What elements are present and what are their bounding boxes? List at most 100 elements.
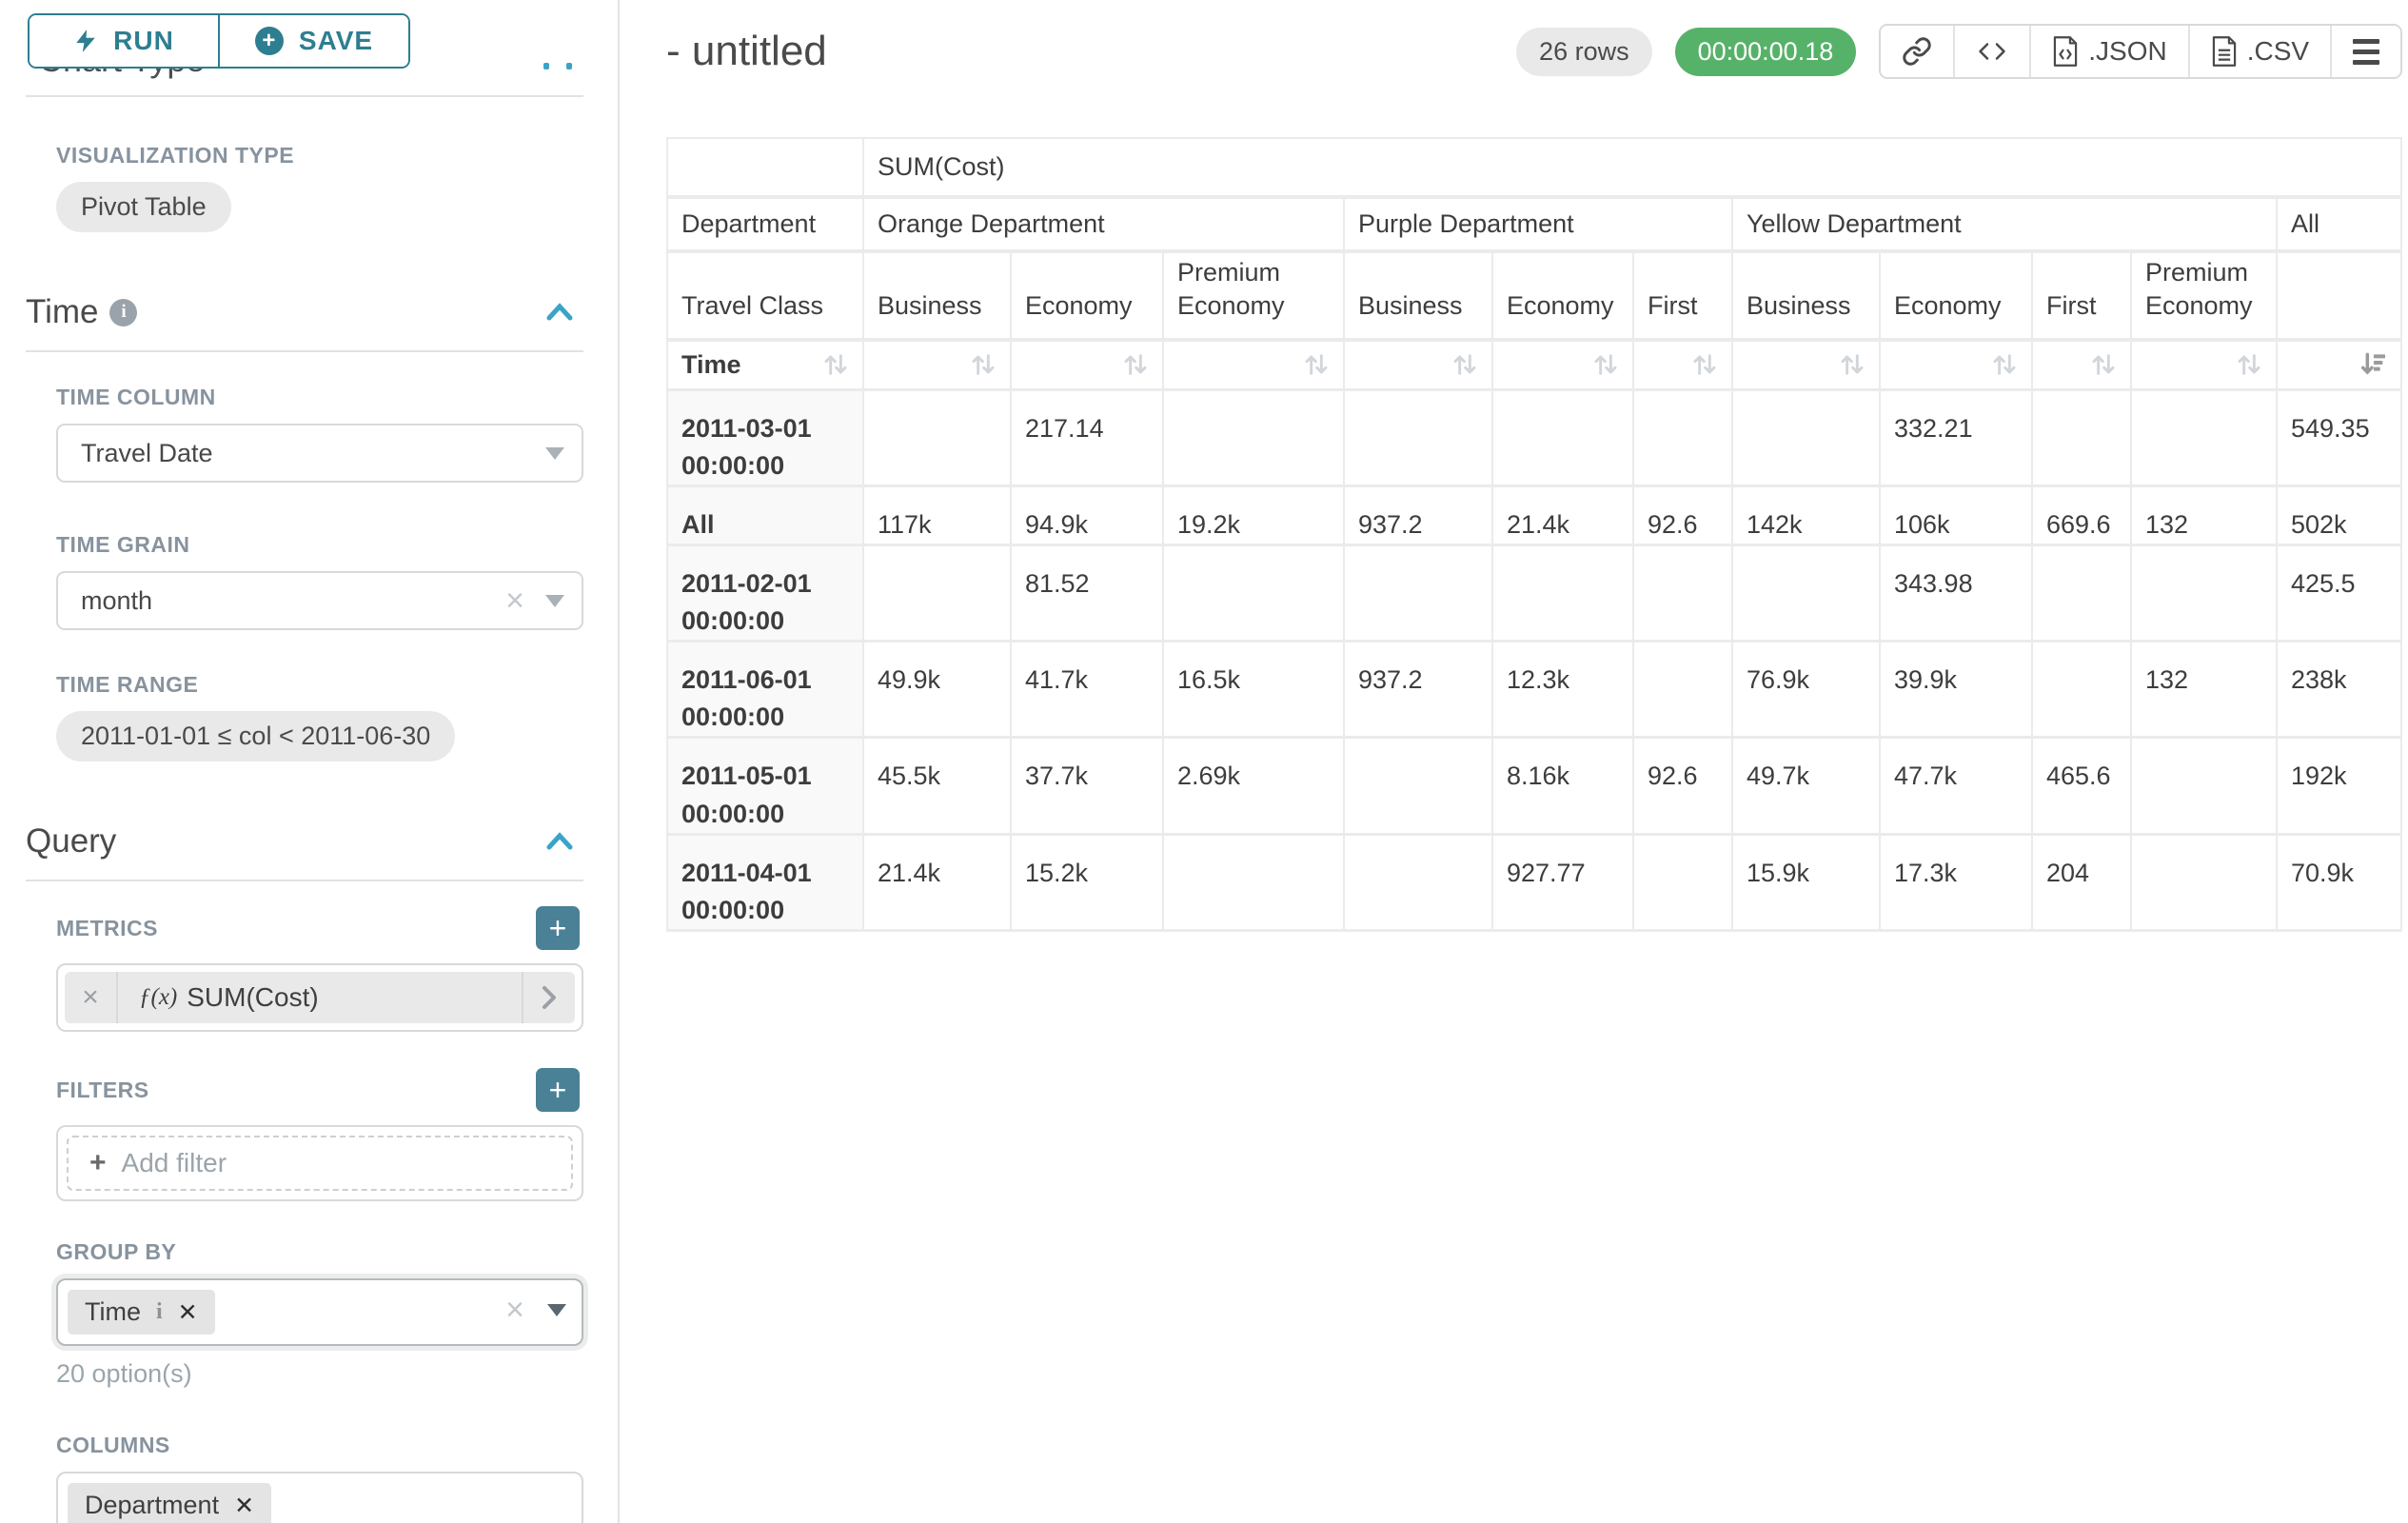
- value-cell: 76.9k: [1732, 641, 1881, 740]
- caret-down-icon[interactable]: [545, 594, 564, 607]
- add-metric-button[interactable]: +: [536, 906, 580, 950]
- table-row: All 117k 94.9k 19.2k 937.2 21.4k 92.6 142k 106k 6…: [667, 485, 2403, 546]
- metric-name: SUM(Cost): [187, 982, 319, 1012]
- metrics-label: METRICS: [56, 915, 158, 940]
- time-column-label: TIME COLUMN: [56, 385, 216, 409]
- share-link-button[interactable]: [1881, 26, 1956, 77]
- department-group-header: Yellow Department: [1732, 197, 2278, 253]
- run-button[interactable]: RUN: [30, 15, 220, 67]
- row-header-cell: 2011-05-01 00:00:00: [667, 737, 864, 836]
- remove-metric-icon[interactable]: ×: [65, 972, 118, 1023]
- query-section-header: Query: [26, 822, 583, 860]
- value-cell: 425.5: [2277, 544, 2403, 643]
- sort-toggle-cell[interactable]: [1880, 340, 2033, 391]
- value-cell: 192k: [2277, 737, 2403, 836]
- travel-class-header: First: [2032, 251, 2132, 342]
- row-dimension-sort-cell[interactable]: Time: [667, 340, 864, 391]
- clear-icon[interactable]: ×: [505, 583, 524, 619]
- code-icon: [1979, 43, 2005, 60]
- travel-class-header: Economy: [1880, 251, 2033, 342]
- sort-toggle-cell[interactable]: [1492, 340, 1634, 391]
- value-cell: [1344, 834, 1493, 933]
- value-cell: 70.9k: [2277, 834, 2403, 933]
- filters-header: FILTERS +: [56, 1068, 583, 1112]
- value-cell: [2032, 641, 2132, 740]
- value-cell: 106k: [1880, 485, 2033, 546]
- chevron-up-icon[interactable]: [545, 831, 574, 852]
- chart-title[interactable]: - untitled: [666, 28, 827, 74]
- department-group-header: Orange Department: [863, 197, 1345, 253]
- caret-down-icon[interactable]: [545, 446, 564, 460]
- travel-class-header: First: [1633, 251, 1733, 342]
- sort-toggle-cell[interactable]: [863, 340, 1012, 391]
- sort-toggle-cell[interactable]: [1344, 340, 1493, 391]
- plus-icon: +: [89, 1147, 107, 1178]
- value-cell: [1163, 544, 1345, 643]
- value-cell: 45.5k: [863, 737, 1012, 836]
- sort-toggle-cell[interactable]: [1732, 340, 1881, 391]
- time-column-select[interactable]: Travel Date: [56, 424, 583, 483]
- chevron-right-icon[interactable]: [522, 972, 575, 1023]
- value-cell: [1492, 544, 1634, 643]
- remove-tag-icon[interactable]: ✕: [234, 1492, 255, 1519]
- department-group-header: All: [2277, 197, 2403, 253]
- group-by-options-hint: 20 option(s): [56, 1359, 192, 1388]
- table-row: 2011-04-01 00:00:00 21.4k 15.2k 927.77 15.9k…: [667, 834, 2403, 933]
- sort-toggle-cell[interactable]: [2032, 340, 2132, 391]
- sort-toggle-cell[interactable]: [1011, 340, 1164, 391]
- chevron-up-icon[interactable]: [545, 302, 574, 323]
- time-section-header: Time i: [26, 293, 583, 331]
- column-dimension-label-cell: Department: [667, 197, 864, 253]
- tag-label: Department: [85, 1491, 220, 1519]
- metric-pill[interactable]: × ƒ(x) SUM(Cost): [65, 972, 575, 1023]
- hamburger-icon: [2353, 38, 2380, 65]
- value-cell: 41.7k: [1011, 641, 1164, 740]
- chart-type-collapse-icon: [543, 63, 549, 69]
- sort-toggle-cell[interactable]: [1633, 340, 1733, 391]
- save-button[interactable]: + SAVE: [220, 15, 408, 67]
- more-menu-button[interactable]: [2332, 26, 2401, 77]
- sort-desc-cell[interactable]: [2277, 340, 2403, 391]
- file-code-icon: [2054, 36, 2078, 67]
- visualization-type-value[interactable]: Pivot Table: [56, 182, 231, 232]
- selected-value-tag[interactable]: Time i ✕: [68, 1290, 215, 1335]
- add-filter-plus-button[interactable]: +: [536, 1068, 580, 1112]
- section-divider: [26, 880, 583, 881]
- value-cell: 19.2k: [1163, 485, 1345, 546]
- link-icon: [1903, 37, 1931, 66]
- value-cell: 142k: [1732, 485, 1881, 546]
- value-cell: 132: [2131, 485, 2278, 546]
- info-icon: i: [156, 1299, 163, 1324]
- value-cell: [1633, 544, 1733, 643]
- travel-class-header: Premium Economy: [1163, 251, 1345, 342]
- value-cell: [1163, 834, 1345, 933]
- remove-tag-icon[interactable]: ✕: [177, 1298, 198, 1326]
- travel-class-header: Economy: [1011, 251, 1164, 342]
- value-cell: 117k: [863, 485, 1012, 546]
- value-cell: 92.6: [1633, 737, 1733, 836]
- sort-toggle-cell[interactable]: [2131, 340, 2278, 391]
- value-cell: 927.77: [1492, 834, 1634, 933]
- time-grain-select[interactable]: month ×: [56, 571, 583, 630]
- time-range-value[interactable]: 2011-01-01 ≤ col < 2011-06-30: [56, 711, 456, 762]
- export-csv-button[interactable]: .CSV: [2189, 26, 2333, 77]
- row-header-cell: 2011-03-01 00:00:00: [667, 389, 864, 487]
- value-cell: [1732, 389, 1881, 487]
- embed-code-button[interactable]: [1955, 26, 2032, 77]
- caret-down-icon[interactable]: [547, 1303, 566, 1316]
- sort-toggle-cell[interactable]: [1163, 340, 1345, 391]
- group-by-select[interactable]: Time i ✕ ×: [56, 1278, 583, 1346]
- value-cell: 94.9k: [1011, 485, 1164, 546]
- clear-icon[interactable]: ×: [505, 1292, 524, 1328]
- columns-select[interactable]: Department✕Travel Class✕ ×: [56, 1472, 583, 1523]
- value-cell: 549.35: [2277, 389, 2403, 487]
- selected-value-tag[interactable]: Department ✕: [68, 1483, 272, 1523]
- export-json-button[interactable]: .JSON: [2031, 26, 2190, 77]
- filters-box: + Add filter: [56, 1125, 583, 1201]
- value-cell: 343.98: [1880, 544, 2033, 643]
- value-cell: 92.6: [1633, 485, 1733, 546]
- pivot-table-container: SUM(Cost) Department Orange Department Purp…: [666, 137, 2403, 933]
- add-filter-button[interactable]: + Add filter: [67, 1136, 573, 1191]
- value-cell: 17.3k: [1880, 834, 2033, 933]
- pivot-table: SUM(Cost) Department Orange Department Purp…: [666, 137, 2403, 933]
